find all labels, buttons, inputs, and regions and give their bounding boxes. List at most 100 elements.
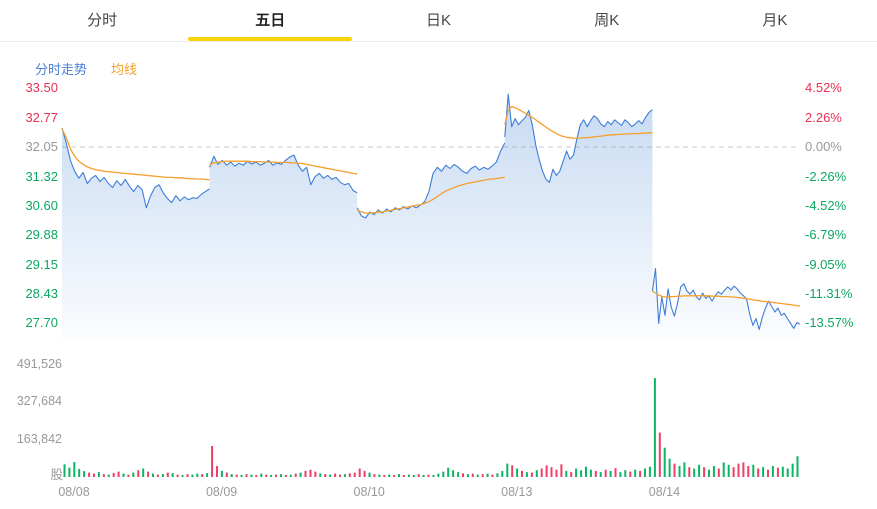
volume-bar: [648, 466, 651, 477]
volume-bar: [560, 464, 563, 477]
volume-bar: [530, 472, 533, 477]
volume-bar: [132, 472, 135, 477]
volume-bar: [516, 468, 519, 477]
volume-bar: [353, 472, 356, 477]
volume-bar: [614, 468, 617, 477]
volume-bar: [476, 474, 479, 477]
volume-bar: [432, 475, 435, 477]
volume-bar: [752, 464, 755, 477]
volume-bar: [462, 473, 464, 477]
price-axis-label: 28.43: [25, 285, 58, 301]
volume-bar: [329, 474, 332, 477]
price-line: [651, 268, 801, 331]
volume-bar: [693, 468, 696, 477]
volume-bar: [594, 470, 597, 477]
volume-bar: [181, 475, 184, 477]
volume-bar: [63, 464, 66, 477]
tab-daily-k[interactable]: 日K: [354, 0, 522, 41]
volume-bar: [245, 474, 248, 477]
ma-line: [209, 160, 358, 175]
volume-bar: [688, 467, 691, 477]
volume-bar: [447, 467, 450, 477]
volume-bar: [786, 468, 789, 477]
volume-bar: [525, 472, 528, 477]
volume-bar: [260, 473, 263, 477]
percent-axis-label: -4.52%: [805, 197, 847, 213]
legend-price-series[interactable]: 分时走势: [35, 62, 88, 77]
volume-bar: [422, 475, 425, 477]
volume-axis-label: 491,526: [16, 356, 62, 371]
price-area: [62, 127, 210, 341]
volume-bar: [220, 470, 223, 477]
volume-bar: [742, 462, 745, 477]
volume-bar: [466, 474, 469, 477]
volume-bar: [211, 446, 214, 477]
volume-bar: [294, 473, 297, 477]
volume-bar: [319, 473, 322, 477]
date-label: 08/08: [58, 485, 90, 499]
price-axis-label: 33.50: [25, 80, 58, 96]
volume-bar: [644, 468, 646, 477]
percent-axis-label: -9.05%: [805, 256, 847, 272]
volume-bar: [481, 474, 484, 477]
volume-bar: [363, 470, 366, 477]
volume-bar: [112, 473, 115, 477]
volume-bar: [147, 471, 150, 477]
volume-bar: [427, 474, 430, 477]
volume-bar: [122, 473, 125, 477]
volume-bar: [585, 466, 587, 477]
price-line: [61, 127, 210, 209]
volume-bar: [142, 468, 145, 477]
period-tabbar: 分时 五日 日K 周K 月K: [0, 0, 877, 42]
volume-bar: [757, 468, 760, 477]
volume-bar: [324, 474, 327, 477]
volume-bar: [368, 472, 371, 477]
ma-line: [356, 176, 505, 214]
volume-bar: [776, 467, 779, 477]
volume-bar: [334, 473, 337, 477]
volume-bar: [412, 475, 415, 477]
volume-bar: [314, 471, 317, 477]
price-axis-label: 31.32: [25, 168, 58, 184]
volume-bar: [402, 475, 405, 477]
volume-bar: [565, 470, 568, 477]
date-label: 08/14: [648, 485, 681, 499]
volume-bar: [639, 470, 642, 477]
date-label: 08/09: [205, 485, 238, 499]
volume-bar: [186, 474, 189, 477]
legend-ma-series[interactable]: 均线: [111, 62, 138, 77]
volume-bar: [78, 468, 81, 477]
tab-5day[interactable]: 五日: [186, 0, 354, 41]
tab-5day-label: 五日: [255, 11, 286, 29]
volume-bar: [275, 474, 277, 477]
volume-bar: [471, 473, 474, 477]
volume-bar: [107, 474, 110, 477]
tab-monthly-k[interactable]: 月K: [691, 0, 859, 41]
volume-bar: [176, 474, 179, 477]
volume-bar: [732, 467, 735, 477]
volume-bar: [511, 465, 514, 477]
volume-bar: [501, 470, 504, 477]
volume-bar: [781, 466, 784, 477]
tab-minute[interactable]: 分时: [18, 0, 186, 41]
price-area: [504, 94, 653, 340]
volume-bar: [373, 474, 376, 477]
volume-bar: [796, 456, 799, 477]
volume-bar: [575, 468, 578, 477]
volume-bar: [624, 470, 627, 477]
volume-bar: [417, 474, 420, 477]
percent-axis-label: 2.26%: [805, 109, 842, 125]
volume-bar: [348, 473, 351, 477]
tab-weekly-k[interactable]: 周K: [523, 0, 691, 41]
date-label: 08/13: [501, 485, 533, 499]
volume-bar: [708, 469, 710, 477]
volume-bar: [201, 474, 204, 477]
volume-bar: [722, 462, 725, 477]
volume-bar: [339, 474, 341, 477]
volume-unit-label: 股: [50, 468, 63, 482]
volume-bar: [216, 466, 218, 477]
volume-bar: [555, 469, 558, 477]
